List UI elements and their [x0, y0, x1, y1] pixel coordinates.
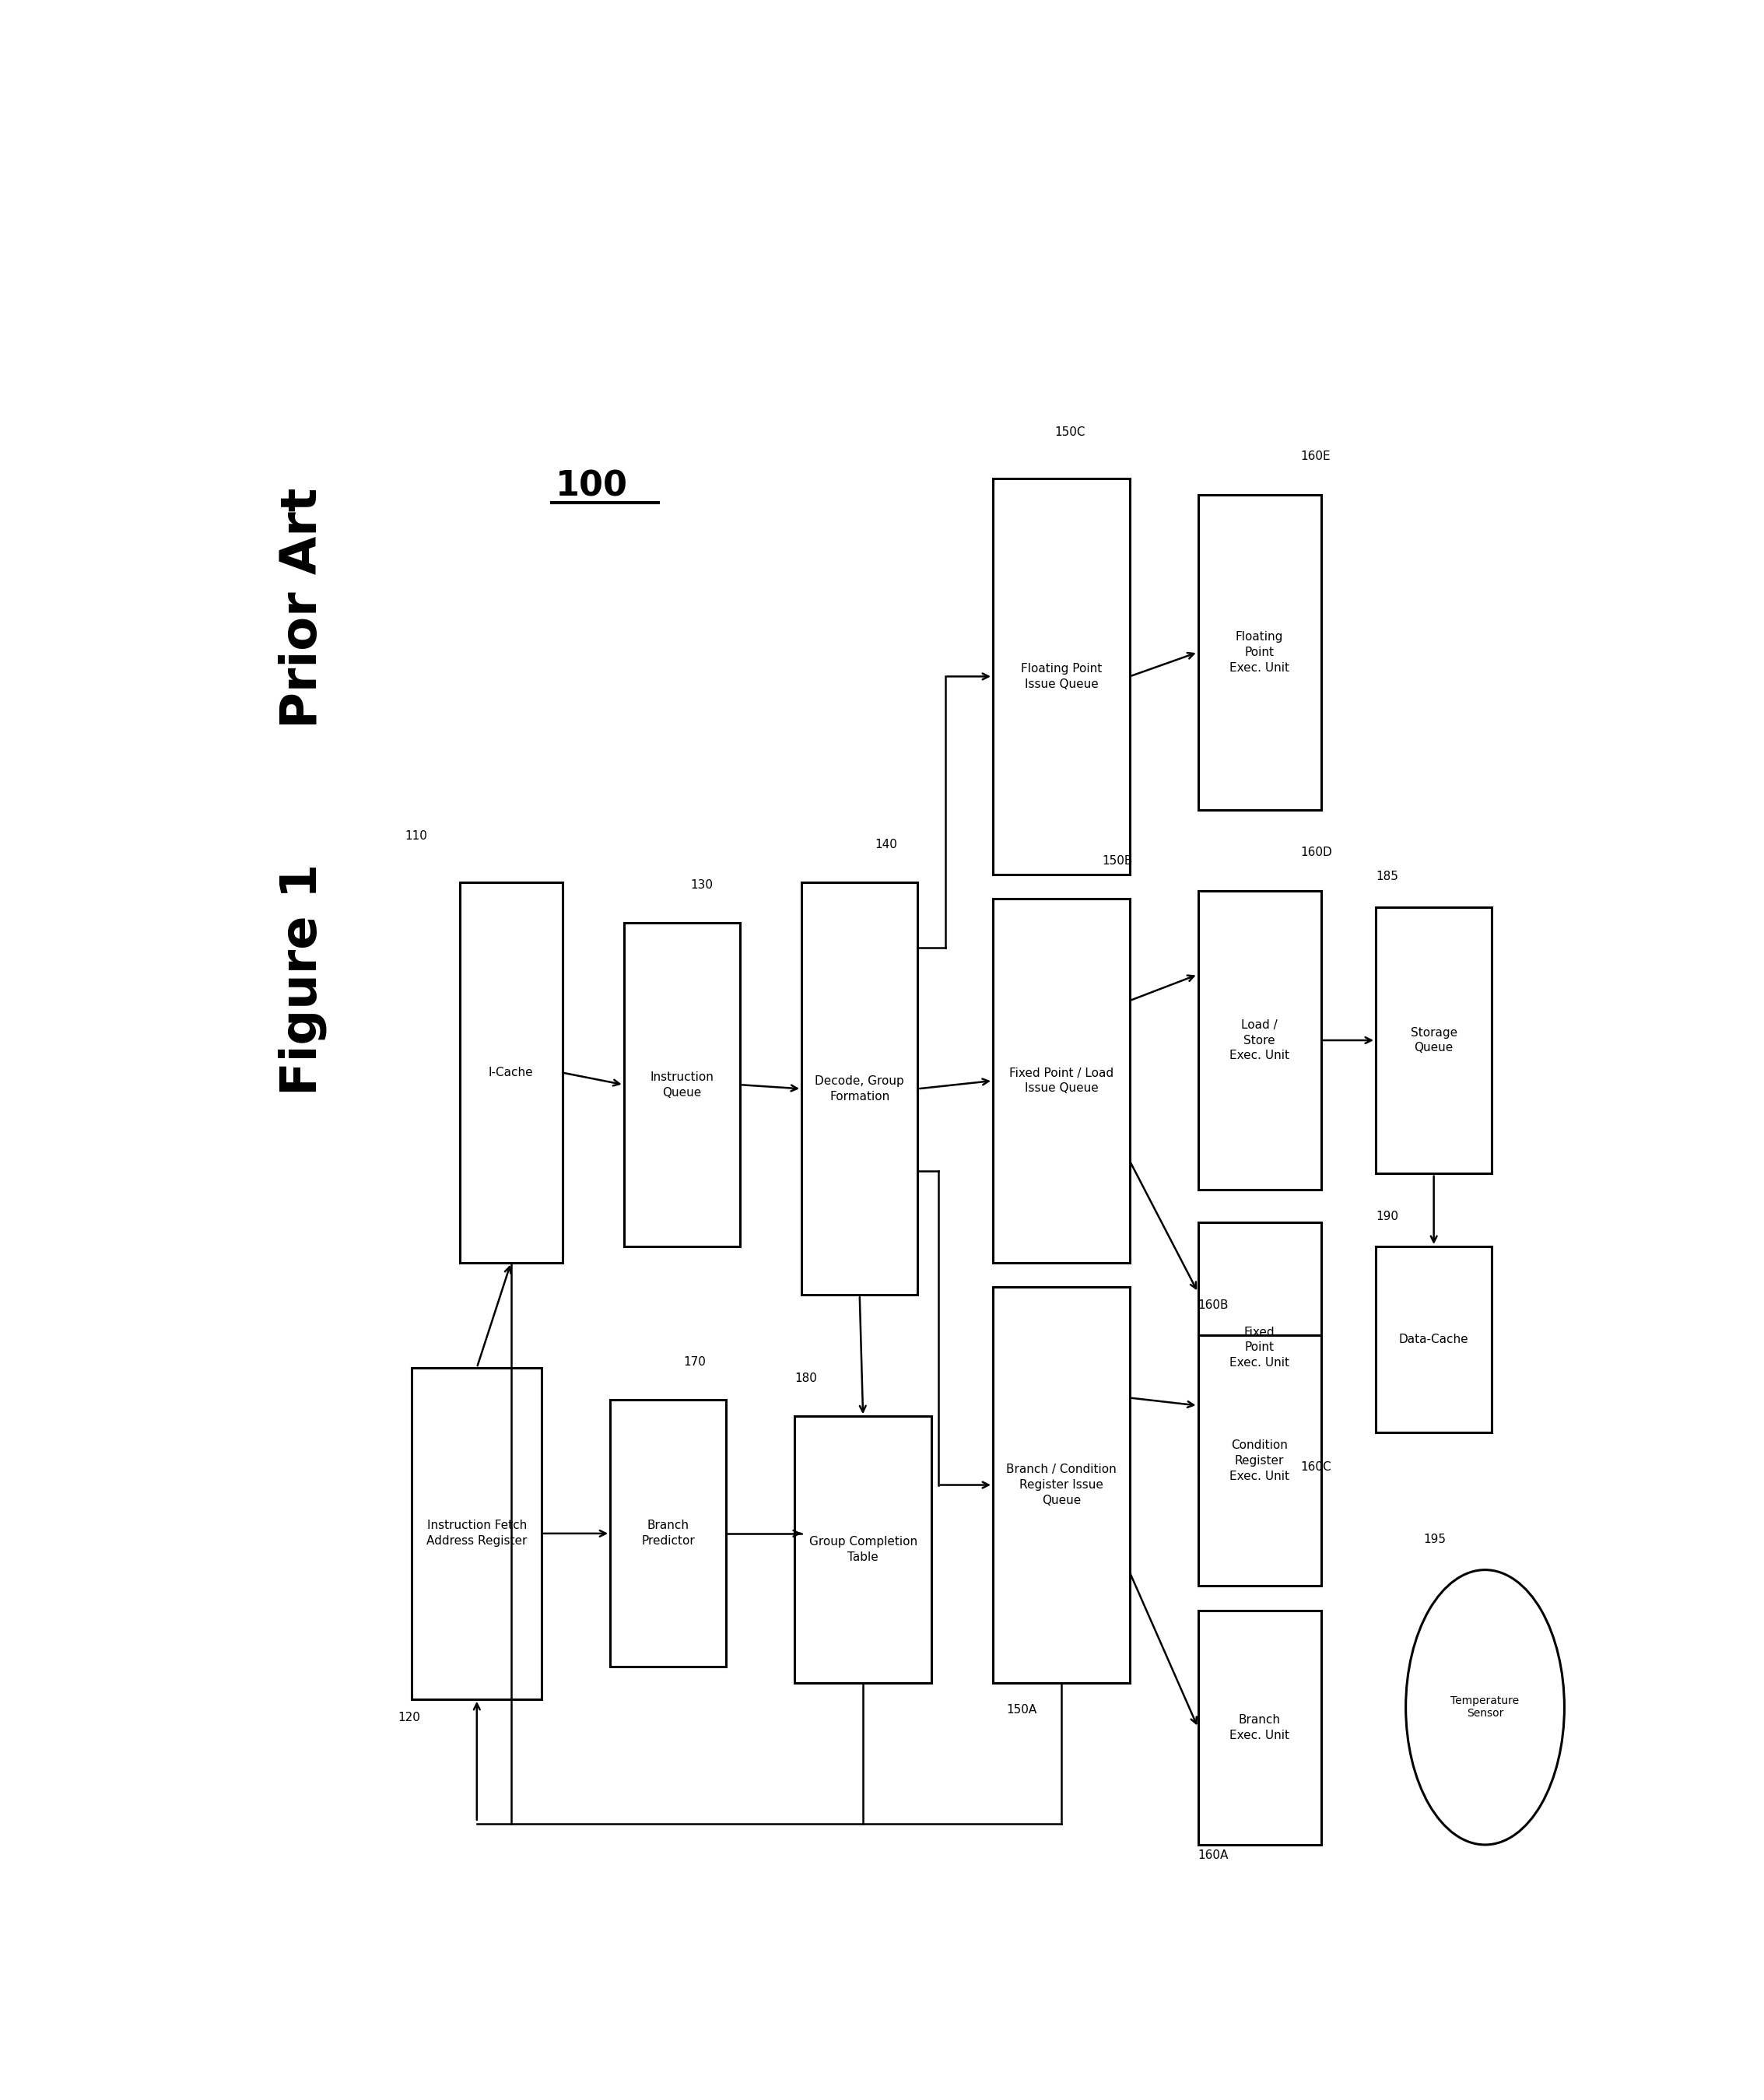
Text: 170: 170 [683, 1357, 706, 1367]
Text: 195: 195 [1424, 1533, 1446, 1546]
Text: I-Cache: I-Cache [489, 1067, 533, 1079]
Text: 190: 190 [1376, 1210, 1399, 1222]
Text: 130: 130 [690, 880, 713, 890]
Text: Branch
Predictor: Branch Predictor [642, 1520, 695, 1548]
Text: 110: 110 [406, 830, 427, 842]
Text: 120: 120 [399, 1712, 420, 1724]
Text: 160B: 160B [1198, 1300, 1230, 1310]
Text: 185: 185 [1376, 872, 1399, 882]
Ellipse shape [1406, 1571, 1565, 1844]
Text: Temperature
Sensor: Temperature Sensor [1450, 1695, 1519, 1720]
Text: Load /
Store
Exec. Unit: Load / Store Exec. Unit [1230, 1018, 1289, 1060]
Text: 160C: 160C [1300, 1462, 1332, 1472]
Text: 140: 140 [875, 838, 898, 850]
Text: Storage
Queue: Storage Queue [1411, 1027, 1457, 1054]
FancyBboxPatch shape [794, 1415, 931, 1682]
Text: 150A: 150A [1007, 1703, 1037, 1716]
FancyBboxPatch shape [801, 882, 917, 1296]
Text: Floating Point
Issue Queue: Floating Point Issue Queue [1021, 664, 1102, 691]
FancyBboxPatch shape [1198, 1336, 1321, 1586]
FancyBboxPatch shape [1198, 1611, 1321, 1844]
Text: Decode, Group
Formation: Decode, Group Formation [815, 1075, 905, 1102]
Text: Prior Art: Prior Art [279, 487, 326, 729]
Text: 100: 100 [556, 468, 628, 502]
Text: Instruction Fetch
Address Register: Instruction Fetch Address Register [427, 1520, 527, 1548]
Text: Data-Cache: Data-Cache [1399, 1334, 1469, 1346]
FancyBboxPatch shape [624, 924, 741, 1247]
Text: Condition
Register
Exec. Unit: Condition Register Exec. Unit [1230, 1438, 1289, 1483]
FancyBboxPatch shape [413, 1367, 542, 1699]
FancyBboxPatch shape [1198, 890, 1321, 1191]
FancyBboxPatch shape [1376, 907, 1492, 1174]
Text: Group Completion
Table: Group Completion Table [810, 1535, 917, 1562]
FancyBboxPatch shape [993, 479, 1129, 874]
Text: 150C: 150C [1055, 426, 1085, 439]
FancyBboxPatch shape [610, 1401, 727, 1667]
Text: Fixed Point / Load
Issue Queue: Fixed Point / Load Issue Queue [1009, 1067, 1113, 1094]
Text: 150B: 150B [1102, 855, 1132, 867]
FancyBboxPatch shape [1198, 1222, 1321, 1472]
FancyBboxPatch shape [1376, 1247, 1492, 1432]
Text: Fixed
Point
Exec. Unit: Fixed Point Exec. Unit [1230, 1327, 1289, 1369]
Text: Branch / Condition
Register Issue
Queue: Branch / Condition Register Issue Queue [1005, 1464, 1117, 1506]
FancyBboxPatch shape [993, 899, 1129, 1262]
FancyBboxPatch shape [993, 1287, 1129, 1682]
Text: 160A: 160A [1198, 1850, 1228, 1861]
FancyBboxPatch shape [1198, 494, 1321, 811]
Text: Figure 1: Figure 1 [279, 863, 326, 1096]
Text: 160E: 160E [1300, 452, 1330, 462]
FancyBboxPatch shape [460, 882, 563, 1262]
Text: Branch
Exec. Unit: Branch Exec. Unit [1230, 1714, 1289, 1741]
Text: 160D: 160D [1300, 846, 1332, 859]
Text: 180: 180 [794, 1371, 817, 1384]
Text: Floating
Point
Exec. Unit: Floating Point Exec. Unit [1230, 630, 1289, 674]
Text: Instruction
Queue: Instruction Queue [651, 1071, 714, 1098]
